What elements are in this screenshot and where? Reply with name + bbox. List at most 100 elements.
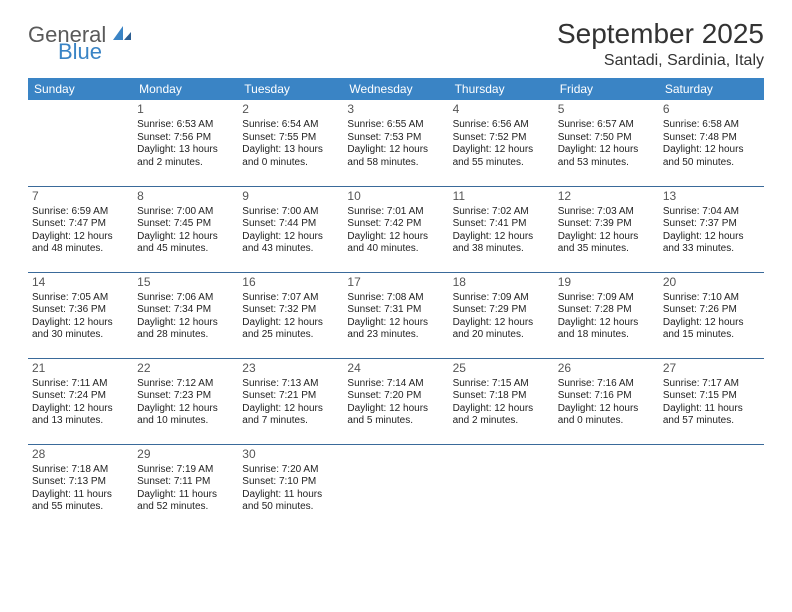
cell-line: and 23 minutes. <box>347 329 444 342</box>
sail-icon <box>111 24 133 45</box>
cell-line: Sunset: 7:11 PM <box>137 476 234 489</box>
day-number: 4 <box>453 102 550 117</box>
cell-line: Daylight: 12 hours <box>663 144 760 157</box>
cell-line: Sunset: 7:36 PM <box>32 304 129 317</box>
cell-line: Sunset: 7:34 PM <box>137 304 234 317</box>
cell-line: Sunrise: 7:13 AM <box>242 378 339 391</box>
calendar-row: 28Sunrise: 7:18 AMSunset: 7:13 PMDayligh… <box>28 444 764 530</box>
cell-line: Sunrise: 7:01 AM <box>347 206 444 219</box>
cell-line: Sunset: 7:10 PM <box>242 476 339 489</box>
cell-line: and 7 minutes. <box>242 415 339 428</box>
cell-line: Sunset: 7:13 PM <box>32 476 129 489</box>
cell-line: Sunset: 7:29 PM <box>453 304 550 317</box>
cell-line: and 35 minutes. <box>558 243 655 256</box>
cell-line: and 33 minutes. <box>663 243 760 256</box>
day-number: 30 <box>242 447 339 462</box>
cell-line: and 53 minutes. <box>558 157 655 170</box>
cell-line: Daylight: 12 hours <box>453 317 550 330</box>
calendar-head: SundayMondayTuesdayWednesdayThursdayFrid… <box>28 78 764 100</box>
cell-line: Daylight: 12 hours <box>32 403 129 416</box>
cell-line: Sunset: 7:26 PM <box>663 304 760 317</box>
cell-line: Sunrise: 6:57 AM <box>558 119 655 132</box>
cell-line: Sunrise: 7:20 AM <box>242 464 339 477</box>
cell-line: Daylight: 12 hours <box>453 231 550 244</box>
day-number: 21 <box>32 361 129 376</box>
cell-line: Sunset: 7:31 PM <box>347 304 444 317</box>
cell-line: Sunset: 7:39 PM <box>558 218 655 231</box>
cell-line: Daylight: 12 hours <box>558 317 655 330</box>
day-number: 11 <box>453 189 550 204</box>
calendar-cell: 15Sunrise: 7:06 AMSunset: 7:34 PMDayligh… <box>133 272 238 358</box>
cell-line: Daylight: 13 hours <box>242 144 339 157</box>
cell-line: Sunset: 7:32 PM <box>242 304 339 317</box>
day-header-row: SundayMondayTuesdayWednesdayThursdayFrid… <box>28 78 764 100</box>
cell-line: and 25 minutes. <box>242 329 339 342</box>
cell-line: and 43 minutes. <box>242 243 339 256</box>
calendar-page: General Blue September 2025 Santadi, Sar… <box>0 0 792 540</box>
cell-line: Daylight: 12 hours <box>347 403 444 416</box>
cell-line: Sunrise: 7:09 AM <box>558 292 655 305</box>
cell-line: Daylight: 12 hours <box>242 317 339 330</box>
cell-line: Sunrise: 7:12 AM <box>137 378 234 391</box>
cell-line: and 45 minutes. <box>137 243 234 256</box>
day-header: Friday <box>554 78 659 100</box>
cell-line: Sunset: 7:23 PM <box>137 390 234 403</box>
day-number: 29 <box>137 447 234 462</box>
day-number: 13 <box>663 189 760 204</box>
calendar-cell: 4 Sunrise: 6:56 AMSunset: 7:52 PMDaylight… <box>449 100 554 186</box>
day-number: 6 <box>663 102 760 117</box>
cell-line: Sunset: 7:41 PM <box>453 218 550 231</box>
cell-line: Sunset: 7:44 PM <box>242 218 339 231</box>
calendar-cell: 22Sunrise: 7:12 AMSunset: 7:23 PMDayligh… <box>133 358 238 444</box>
cell-line: Sunset: 7:52 PM <box>453 132 550 145</box>
calendar-cell <box>343 444 448 530</box>
cell-line: Daylight: 12 hours <box>558 144 655 157</box>
calendar-cell: 30Sunrise: 7:20 AMSunset: 7:10 PMDayligh… <box>238 444 343 530</box>
cell-line: Sunrise: 6:56 AM <box>453 119 550 132</box>
cell-line: Sunset: 7:47 PM <box>32 218 129 231</box>
calendar-cell <box>659 444 764 530</box>
calendar-cell: 19Sunrise: 7:09 AMSunset: 7:28 PMDayligh… <box>554 272 659 358</box>
cell-line: Sunrise: 6:58 AM <box>663 119 760 132</box>
calendar-cell <box>28 100 133 186</box>
calendar-cell: 16Sunrise: 7:07 AMSunset: 7:32 PMDayligh… <box>238 272 343 358</box>
calendar-cell: 13Sunrise: 7:04 AMSunset: 7:37 PMDayligh… <box>659 186 764 272</box>
cell-line: Sunset: 7:55 PM <box>242 132 339 145</box>
cell-line: Sunrise: 7:09 AM <box>453 292 550 305</box>
cell-line: Sunset: 7:20 PM <box>347 390 444 403</box>
cell-line: Sunrise: 7:18 AM <box>32 464 129 477</box>
day-header: Sunday <box>28 78 133 100</box>
location: Santadi, Sardinia, Italy <box>557 52 764 70</box>
cell-line: Sunrise: 6:59 AM <box>32 206 129 219</box>
cell-line: Sunrise: 7:10 AM <box>663 292 760 305</box>
calendar-cell: 21Sunrise: 7:11 AMSunset: 7:24 PMDayligh… <box>28 358 133 444</box>
header: General Blue September 2025 Santadi, Sar… <box>28 18 764 70</box>
calendar-cell: 10Sunrise: 7:01 AMSunset: 7:42 PMDayligh… <box>343 186 448 272</box>
cell-line: Sunrise: 7:05 AM <box>32 292 129 305</box>
cell-line: Daylight: 12 hours <box>453 144 550 157</box>
day-number: 15 <box>137 275 234 290</box>
day-number: 5 <box>558 102 655 117</box>
day-number: 20 <box>663 275 760 290</box>
day-number: 23 <box>242 361 339 376</box>
day-number: 3 <box>347 102 444 117</box>
day-header: Tuesday <box>238 78 343 100</box>
day-number: 1 <box>137 102 234 117</box>
day-number: 19 <box>558 275 655 290</box>
cell-line: and 2 minutes. <box>453 415 550 428</box>
cell-line: Sunrise: 7:11 AM <box>32 378 129 391</box>
day-number: 12 <box>558 189 655 204</box>
cell-line: and 10 minutes. <box>137 415 234 428</box>
cell-line: and 20 minutes. <box>453 329 550 342</box>
cell-line: Daylight: 12 hours <box>137 231 234 244</box>
cell-line: Sunrise: 7:06 AM <box>137 292 234 305</box>
cell-line: Sunrise: 6:55 AM <box>347 119 444 132</box>
cell-line: Daylight: 11 hours <box>32 489 129 502</box>
cell-line: Sunrise: 7:15 AM <box>453 378 550 391</box>
cell-line: Sunrise: 6:53 AM <box>137 119 234 132</box>
day-header: Saturday <box>659 78 764 100</box>
day-number: 7 <box>32 189 129 204</box>
cell-line: and 48 minutes. <box>32 243 129 256</box>
calendar-cell: 14Sunrise: 7:05 AMSunset: 7:36 PMDayligh… <box>28 272 133 358</box>
day-number: 17 <box>347 275 444 290</box>
